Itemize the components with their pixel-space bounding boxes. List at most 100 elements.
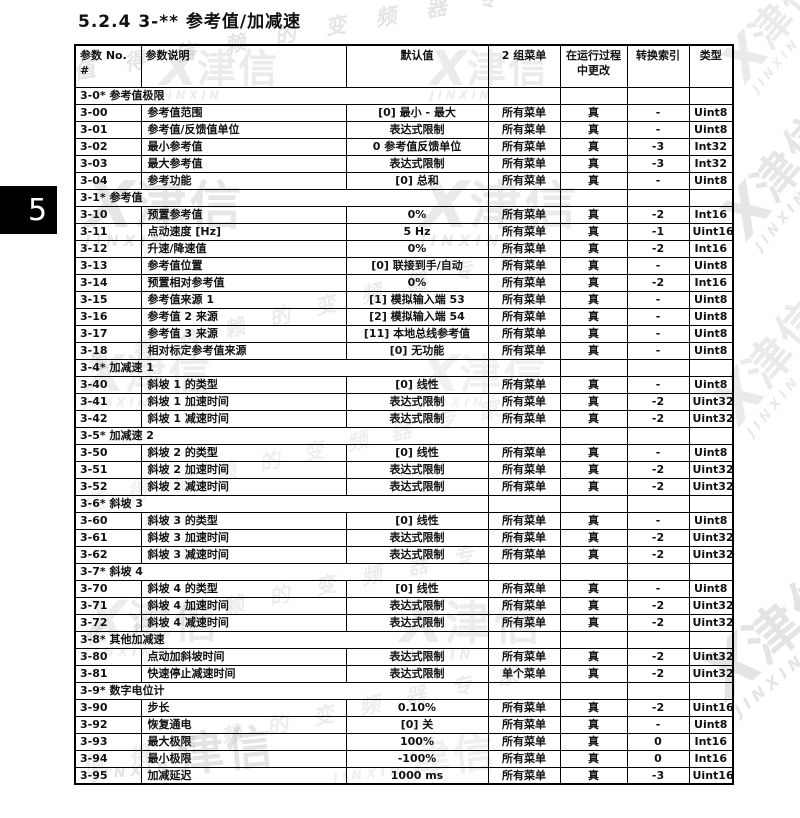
table-header-row: 参数 No. # 参数说明 默认值 2 组菜单 在运行过程 中更改 转换索引 类…: [74, 44, 734, 88]
runtime-change: 真: [559, 443, 628, 462]
param-row: 3-10 预置参考值 0% 所有菜单真 -2 Int16: [74, 205, 734, 224]
menu-group: 所有菜单: [487, 766, 561, 785]
default-value: 表达式限制: [345, 477, 489, 496]
param-desc: 斜坡 1 减速时间: [140, 409, 347, 428]
conversion-index: -2: [626, 205, 690, 224]
conversion-index: 0: [626, 732, 690, 751]
param-desc: 斜坡 1 加速时间: [140, 392, 347, 411]
section-title: 3-8* 其他加减速: [74, 630, 489, 649]
section-row: 3-6* 斜坡 3: [74, 494, 734, 513]
default-value: 表达式限制: [345, 392, 489, 411]
runtime-change: 真: [559, 545, 628, 564]
param-desc: 斜坡 4 的类型: [140, 579, 347, 598]
section-row: 3-8* 其他加减速: [74, 630, 734, 649]
param-desc: 斜坡 4 减速时间: [140, 613, 347, 632]
section-empty-cell: [688, 358, 734, 377]
header-conversion-index: 转换索引: [626, 44, 690, 88]
param-row: 3-00 参考值范围 [0] 最小 - 最大 所有菜单真 - Uint8: [74, 103, 734, 122]
runtime-change: 真: [559, 120, 628, 139]
header-data-type: 类型: [688, 44, 734, 88]
param-row: 3-60 斜坡 3 的类型 [0] 线性 所有菜单真 - Uint8: [74, 511, 734, 530]
default-value: [0] 关: [345, 715, 489, 734]
conversion-index: -2: [626, 460, 690, 479]
param-table-body: 3-0* 参考值极限 3-00 参考值范围 [0] 最小 - 最大 所有菜单真 - Uint…: [74, 86, 734, 785]
menu-group: 所有菜单: [487, 528, 561, 547]
conversion-index: -2: [626, 392, 690, 411]
section-empty-cell: [688, 494, 734, 513]
runtime-change: 真: [559, 239, 628, 258]
param-no: 3-93: [74, 732, 142, 751]
default-value: 100%: [345, 732, 489, 751]
param-row: 3-01 参考值/反馈值单位 表达式限制 所有菜单真 - Uint8: [74, 120, 734, 139]
section-row: 3-7* 斜坡 4: [74, 562, 734, 581]
param-no: 3-70: [74, 579, 142, 598]
param-no: 3-80: [74, 647, 142, 666]
data-type: Uint8: [688, 307, 734, 326]
param-desc: 最大极限: [140, 732, 347, 751]
conversion-index: -2: [626, 273, 690, 292]
param-desc: 最大参考值: [140, 154, 347, 173]
data-type: Uint16: [688, 766, 734, 785]
runtime-change: 真: [559, 715, 628, 734]
param-row: 3-81 快速停止减速时间 表达式限制 单个菜单真 -2 Uint32: [74, 664, 734, 683]
conversion-index: -2: [626, 698, 690, 717]
data-type: Int16: [688, 273, 734, 292]
data-type: Int16: [688, 205, 734, 224]
runtime-change: 真: [559, 205, 628, 224]
menu-group: 所有菜单: [487, 409, 561, 428]
data-type: Uint32: [688, 528, 734, 547]
param-no: 3-72: [74, 613, 142, 632]
conversion-index: -: [626, 256, 690, 275]
section-title: 3-1* 参考值: [74, 188, 489, 207]
runtime-change: 真: [559, 103, 628, 122]
param-desc: 点动加斜坡时间: [140, 647, 347, 666]
section-empty-cell: [487, 86, 561, 105]
runtime-change: 真: [559, 392, 628, 411]
data-type: Uint32: [688, 613, 734, 632]
runtime-change: 真: [559, 324, 628, 343]
param-row: 3-95 加减延迟 1000 ms 所有菜单真 -3 Uint16: [74, 766, 734, 785]
header-runtime-change: 在运行过程 中更改: [559, 44, 628, 88]
section-empty-cell: [559, 562, 628, 581]
param-row: 3-42 斜坡 1 减速时间 表达式限制 所有菜单真 -2 Uint32: [74, 409, 734, 428]
param-row: 3-52 斜坡 2 减速时间 表达式限制 所有菜单真 -2 Uint32: [74, 477, 734, 496]
default-value: 0.10%: [345, 698, 489, 717]
runtime-change: 真: [559, 290, 628, 309]
default-value: [0] 线性: [345, 511, 489, 530]
runtime-change: 真: [559, 698, 628, 717]
default-value: 5 Hz: [345, 222, 489, 241]
param-desc: 相对标定参考值来源: [140, 341, 347, 360]
section-empty-cell: [688, 630, 734, 649]
param-row: 3-17 参考值 3 来源 [11] 本地总线参考值 所有菜单真 - Uint8: [74, 324, 734, 343]
menu-group: 所有菜单: [487, 273, 561, 292]
menu-group: 所有菜单: [487, 205, 561, 224]
section-title: 3-9* 数字电位计: [74, 681, 489, 700]
section-empty-cell: [487, 358, 561, 377]
param-row: 3-80 点动加斜坡时间 表达式限制 所有菜单真 -2 Uint32: [74, 647, 734, 666]
runtime-change: 真: [559, 647, 628, 666]
default-value: [0] 线性: [345, 443, 489, 462]
default-value: 表达式限制: [345, 528, 489, 547]
param-no: 3-13: [74, 256, 142, 275]
runtime-change: 真: [559, 477, 628, 496]
param-row: 3-13 参考值位置 [0] 联接到手/自动 所有菜单真 - Uint8: [74, 256, 734, 275]
param-desc: 斜坡 4 加速时间: [140, 596, 347, 615]
menu-group: 所有菜单: [487, 324, 561, 343]
param-row: 3-70 斜坡 4 的类型 [0] 线性 所有菜单真 - Uint8: [74, 579, 734, 598]
conversion-index: -: [626, 715, 690, 734]
conversion-index: -2: [626, 528, 690, 547]
menu-group: 所有菜单: [487, 579, 561, 598]
menu-group: 所有菜单: [487, 137, 561, 156]
section-empty-cell: [487, 494, 561, 513]
param-desc: 斜坡 3 加速时间: [140, 528, 347, 547]
param-row: 3-61 斜坡 3 加速时间 表达式限制 所有菜单真 -2 Uint32: [74, 528, 734, 547]
runtime-change: 真: [559, 307, 628, 326]
runtime-change: 真: [559, 596, 628, 615]
section-empty-cell: [626, 188, 690, 207]
data-type: Uint32: [688, 647, 734, 666]
conversion-index: -: [626, 375, 690, 394]
data-type: Uint8: [688, 715, 734, 734]
menu-group: 所有菜单: [487, 443, 561, 462]
default-value: 0%: [345, 239, 489, 258]
data-type: Int16: [688, 732, 734, 751]
